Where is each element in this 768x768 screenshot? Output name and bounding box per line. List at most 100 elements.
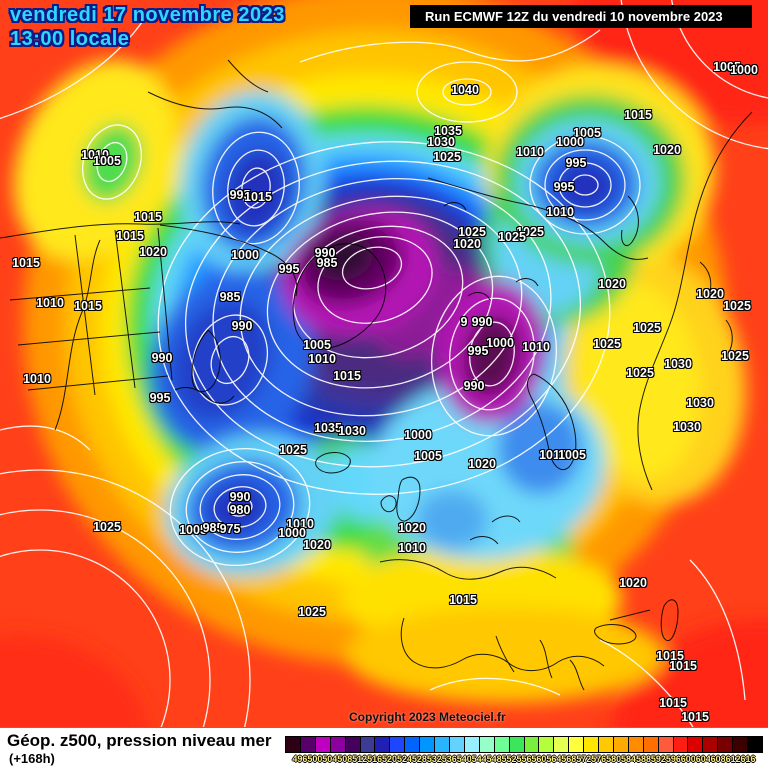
- colorbar-cell: [330, 737, 346, 752]
- colorbar-cell: [748, 737, 762, 752]
- colorbar-cell: [628, 737, 644, 752]
- colorbar-cell: [703, 737, 719, 752]
- pressure-label: 1015: [333, 369, 361, 383]
- colorbar-value: 604: [695, 754, 711, 764]
- pressure-label: 1020: [398, 521, 426, 535]
- pressure-label: 1005: [179, 523, 207, 537]
- pressure-label: 990: [314, 246, 336, 260]
- colorbar-cell: [449, 737, 465, 752]
- pressure-label: 1010: [539, 448, 567, 462]
- colorbar-value: 556: [516, 754, 532, 764]
- colorbar-cell: [345, 737, 361, 752]
- pressure-label: 1015: [624, 108, 652, 122]
- run-info-text: Run ECMWF 12Z du vendredi 10 novembre 20…: [425, 9, 723, 24]
- colorbar-value: 576: [591, 754, 607, 764]
- pressure-label: 1010: [522, 340, 550, 354]
- pressure-label: 1025: [298, 605, 326, 619]
- colorbar-cell: [375, 737, 391, 752]
- pressure-label: 985: [316, 256, 338, 270]
- pressure-label: 1010: [36, 296, 64, 310]
- colorbar-cell: [673, 737, 689, 752]
- colorbar-value: 524: [396, 754, 413, 764]
- forecast-time: 13:00 locale: [10, 28, 130, 50]
- forecast-date: vendredi 17 novembre 2023: [10, 4, 285, 26]
- colorbar-cell: [718, 737, 734, 752]
- pressure-label: 1025: [93, 520, 121, 534]
- pressure-label: 1000: [486, 336, 514, 350]
- pressure-label: 990: [463, 379, 485, 393]
- colorbar-cell: [658, 737, 674, 752]
- colorbar: [285, 736, 763, 753]
- colorbar-cell: [643, 737, 659, 752]
- colorbar-cell: [599, 737, 614, 752]
- pressure-label: 1030: [338, 424, 366, 438]
- colorbar-cell: [405, 737, 421, 752]
- colorbar-cell: [286, 737, 301, 752]
- pressure-label: 990: [151, 351, 173, 365]
- colorbar-cell: [554, 737, 570, 752]
- pressure-label: 1005: [573, 126, 601, 140]
- pressure-label: 1020: [619, 576, 647, 590]
- colorbar-cell: [733, 737, 749, 752]
- colorbar-value: 536: [441, 754, 457, 764]
- colorbar-value: 512: [352, 754, 368, 764]
- pressure-label: 1010: [81, 148, 109, 162]
- colorbar-cell: [300, 737, 316, 752]
- pressure-label: 1010: [398, 541, 426, 555]
- pressure-label: 1025: [516, 225, 544, 239]
- colorbar-value: 548: [486, 754, 502, 764]
- colorbar-cell: [464, 737, 480, 752]
- pressure-label: 985: [202, 521, 224, 535]
- pressure-label: 1015: [12, 256, 40, 270]
- pressure-label: 1005: [303, 338, 331, 352]
- colorbar-cell: [613, 737, 629, 752]
- pressure-label: 1025: [721, 349, 749, 363]
- pressure-label: 1000: [231, 248, 259, 262]
- pressure-label: 995: [229, 188, 251, 202]
- pressure-label: 1005: [713, 60, 741, 74]
- legend-bar: Géop. z500, pression niveau mer (+168h) …: [0, 727, 768, 768]
- pressure-label: 1025: [633, 321, 661, 335]
- colorbar-value: 584: [621, 754, 637, 764]
- pressure-label: 1030: [664, 357, 692, 371]
- pressure-label: 1025: [626, 366, 654, 380]
- colorbar-value: 520: [382, 754, 398, 764]
- pressure-label: 1015: [449, 593, 477, 607]
- pressure-label: 995: [278, 262, 300, 276]
- colorbar-value: 616: [740, 754, 756, 764]
- pressure-label: 1025: [458, 225, 486, 239]
- colorbar-cell: [524, 737, 540, 752]
- colorbar-cell: [584, 737, 600, 752]
- colorbar-value: 588: [635, 754, 652, 764]
- colorbar-cell: [569, 737, 585, 752]
- pressure-label: 1030: [427, 135, 455, 149]
- pressure-label: 1000: [278, 526, 306, 540]
- pressure-label: 1010: [23, 372, 51, 386]
- pressure-label: 975: [219, 522, 241, 536]
- pressure-label: 1005: [558, 448, 586, 462]
- legend-title: Géop. z500, pression niveau mer: [7, 731, 272, 750]
- pressure-label: 1040: [451, 83, 479, 97]
- pressure-label: 1025: [433, 150, 461, 164]
- pressure-label: 1000: [404, 428, 432, 442]
- pressure-label: 995: [467, 344, 489, 358]
- colorbar-value: 580: [606, 754, 622, 764]
- pressure-label: 1010: [308, 352, 336, 366]
- pressure-label: 1025: [593, 337, 621, 351]
- pressure-label: 1010: [286, 517, 314, 531]
- pressure-label: 1010: [516, 145, 544, 159]
- pressure-label: 1020: [468, 457, 496, 471]
- pressure-label: 1015: [116, 229, 144, 243]
- colorbar-value: 532: [426, 754, 442, 764]
- pressure-label: 1025: [498, 230, 526, 244]
- pressure-label: 1020: [696, 287, 724, 301]
- colorbar-value: 540: [456, 754, 472, 764]
- colorbar-value: 508: [337, 754, 353, 764]
- pressure-label: 990: [231, 319, 253, 333]
- colorbar-value: 544: [471, 754, 487, 764]
- pressure-label: 985: [219, 290, 241, 304]
- colorbar-value: 560: [531, 754, 547, 764]
- legend-lead-time: (+168h): [9, 751, 55, 766]
